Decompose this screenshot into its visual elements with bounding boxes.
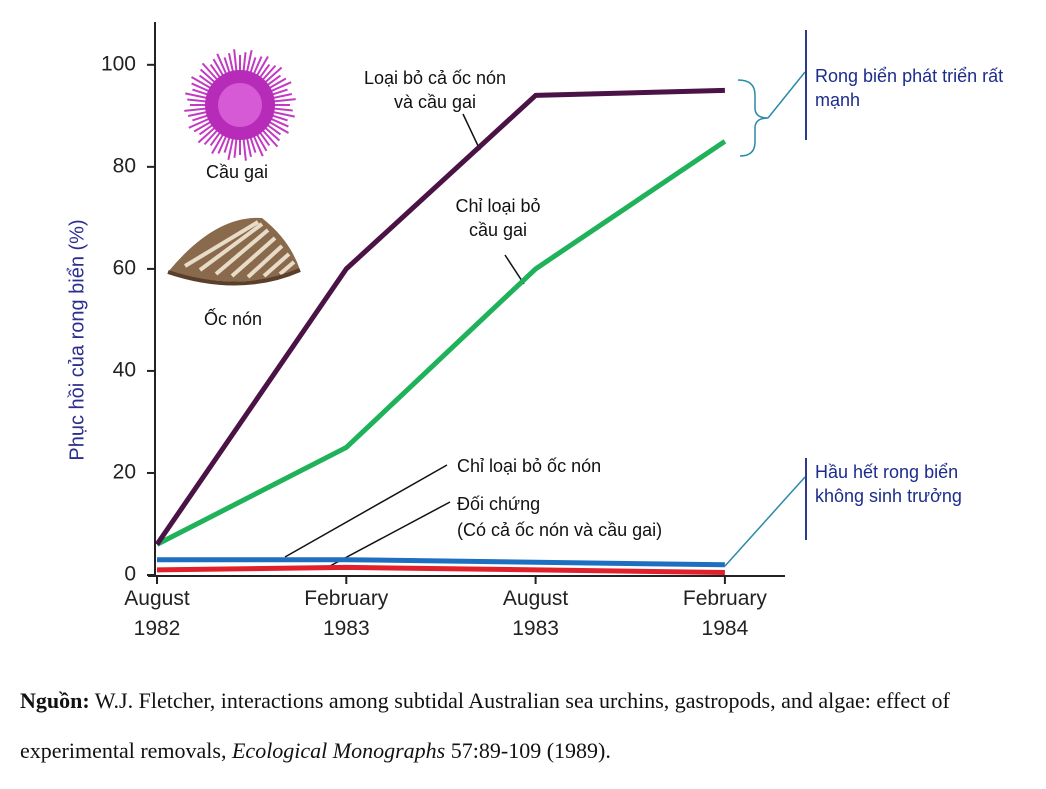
source-journal: Ecological Monographs — [231, 738, 446, 763]
series-line — [154, 87, 725, 546]
x-tick-label: February 1983 — [304, 587, 389, 640]
x-tick-label: August 1982 — [124, 587, 190, 640]
source-label: Nguồn: — [20, 688, 90, 713]
x-tick-label: February 1984 — [682, 587, 767, 640]
series-note: (Có cả ốc nón và cầu gai) — [457, 520, 663, 540]
bracket-annotations — [724, 71, 806, 567]
y-tick-label: 60 — [113, 256, 136, 279]
series-line — [155, 139, 727, 547]
source-ref: 57:89-109 (1989). — [450, 738, 611, 763]
series-line — [157, 557, 725, 568]
limpet-illustration — [167, 217, 301, 286]
y-axis-label: Phục hồi của rong biển (%) — [66, 219, 88, 460]
urchin-illustration — [184, 49, 296, 161]
y-tick-label: 0 — [124, 563, 136, 586]
series-line — [156, 564, 725, 575]
source-text: W.J. Fletcher, interactions among subtid… — [20, 688, 950, 763]
y-tick-label: 100 — [101, 52, 136, 75]
source: Nguồn: W.J. Fletcher, interactions among… — [20, 676, 1030, 776]
limpet-label: Ốc nón — [203, 309, 263, 329]
series-label: Chỉ loại bỏ cầu gai — [455, 196, 541, 240]
series-label: Chỉ loại bỏ ốc nón — [457, 456, 602, 476]
leader-lines — [284, 113, 525, 567]
urchin-label: Cầu gai — [205, 162, 269, 182]
x-tick-label: August 1983 — [502, 587, 569, 640]
annotation: Rong biển phát triển rất mạnh — [815, 66, 1004, 110]
series-label: Đối chứng — [457, 494, 541, 514]
annotation: Hầu hết rong biển không sinh trưởng — [815, 462, 962, 506]
y-tick-label: 40 — [113, 358, 136, 381]
y-tick-label: 80 — [113, 154, 136, 177]
y-tick-label: 20 — [113, 461, 136, 484]
series-label: Loại bỏ cả ốc nón và cầu gai — [363, 68, 507, 112]
axes — [148, 22, 785, 577]
